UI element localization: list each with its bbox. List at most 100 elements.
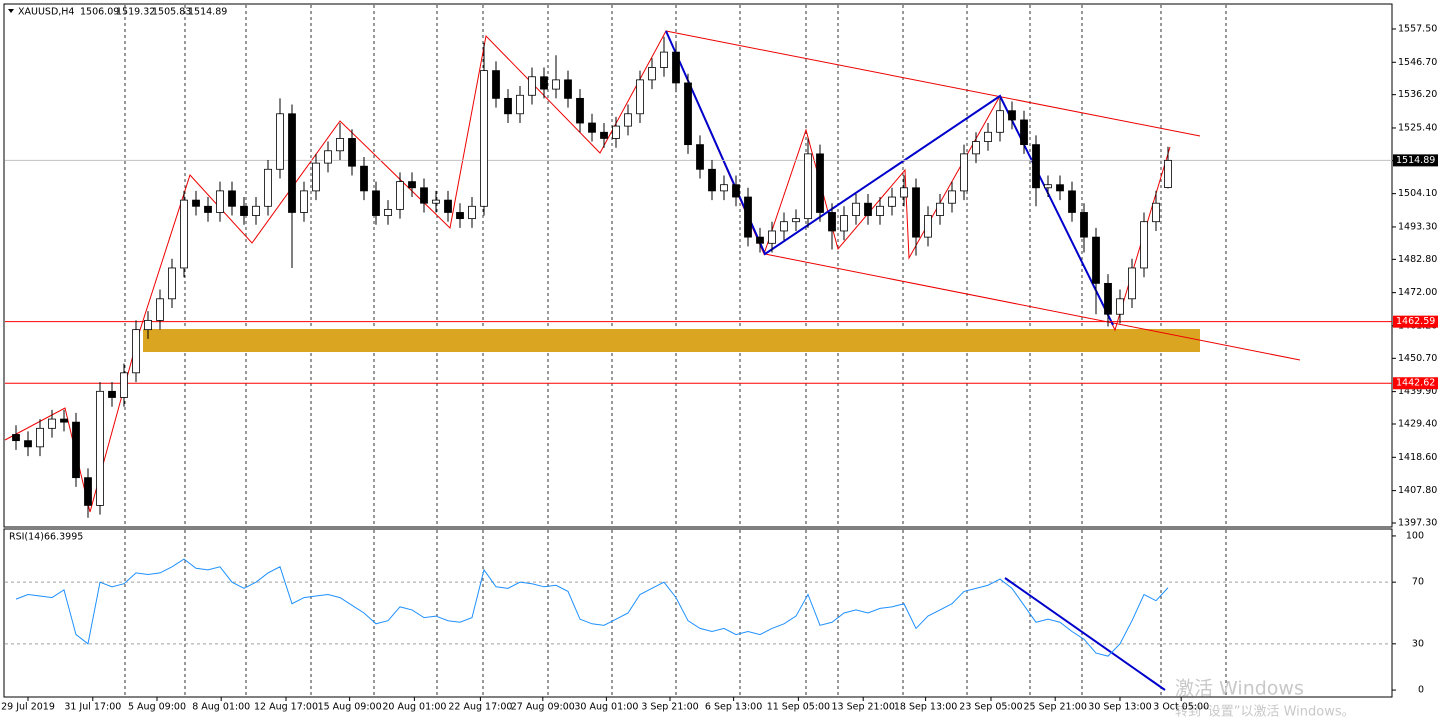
y-tick-label: 1525.40 [1398, 122, 1437, 133]
candle-body [744, 196, 752, 238]
candle-body [48, 418, 56, 429]
candle-body [156, 298, 164, 321]
candle-body [852, 202, 860, 216]
support-zone [143, 329, 1200, 352]
x-tick-label: 27 Aug 09:00 [511, 702, 575, 713]
candle-body [1020, 119, 1028, 146]
candle-body [300, 190, 308, 213]
candle-body [1128, 267, 1136, 300]
y-tick-label: 1429.40 [1398, 419, 1437, 430]
x-tick-label: 20 Aug 01:00 [382, 702, 446, 713]
x-tick-label: 3 Sep 21:00 [641, 702, 698, 713]
candle-body [60, 418, 68, 423]
x-tick-label: 18 Sep 13:00 [894, 702, 957, 713]
candle-body [372, 190, 380, 216]
candle-body [84, 477, 92, 506]
candle-body [264, 168, 272, 207]
x-tick-label: 3 Oct 05:00 [1153, 702, 1209, 713]
candle-body [564, 79, 572, 99]
main-frame [3, 3, 1393, 528]
x-tick-label: 6 Sep 13:00 [705, 702, 762, 713]
candle-body [924, 215, 932, 238]
candle-body [240, 205, 248, 216]
candle-body [1080, 212, 1088, 238]
y-tick-label: 1407.80 [1398, 485, 1437, 496]
candle-body [552, 79, 560, 90]
candle-body [996, 110, 1004, 133]
candle-body [168, 267, 176, 300]
candle-body [324, 150, 332, 164]
candle-body [528, 76, 536, 96]
x-tick-label: 5 Aug 09:00 [128, 702, 186, 713]
candle-body [672, 51, 680, 84]
rsi-line [15, 558, 1169, 657]
y-tick-label: 1493.30 [1398, 221, 1437, 232]
candle-body [756, 236, 764, 244]
candle-body [780, 221, 788, 232]
candle-body [624, 113, 632, 127]
candle-body [480, 70, 488, 207]
watermark-title: 激活 Windows [1175, 678, 1304, 700]
candle-body [1092, 236, 1100, 284]
candle-body [276, 113, 284, 170]
y-tick-label: 70 [1412, 577, 1424, 588]
level-label: 1442.62 [1396, 378, 1435, 389]
header-close: 1514.89 [188, 7, 227, 18]
x-tick-label: 30 Aug 01:00 [574, 702, 638, 713]
candle-body [24, 440, 32, 448]
candle-body [1044, 184, 1052, 189]
rsi-value: 66.3995 [44, 532, 83, 543]
candle-body [876, 205, 884, 216]
header-open: 1506.09 [80, 7, 119, 18]
candle-body [336, 138, 344, 152]
x-tick-label: 13 Sep 21:00 [831, 702, 894, 713]
candle-body [108, 390, 116, 398]
candle-body [948, 190, 956, 204]
x-tick-label: 23 Sep 05:00 [959, 702, 1022, 713]
candle-body [648, 67, 656, 81]
x-tick-label: 15 Aug 09:00 [318, 702, 382, 713]
current-price-label: 1514.89 [1396, 155, 1435, 166]
candle-body [984, 131, 992, 142]
candle-body [36, 427, 44, 448]
candle-body [720, 184, 728, 192]
x-tick-label: 8 Aug 01:00 [192, 702, 250, 713]
candle-body [1116, 298, 1124, 315]
candle-body [72, 421, 80, 479]
level-label-bg [1393, 315, 1438, 328]
candle-body [708, 168, 716, 192]
candle-body [444, 199, 452, 213]
candle-body [456, 212, 464, 220]
candle-body [192, 199, 200, 207]
x-tick-label: 29 Jul 2019 [1, 702, 55, 713]
candle-body [216, 190, 224, 213]
candle-body [1104, 282, 1112, 315]
candle-body [1056, 184, 1064, 192]
candle-body [96, 390, 104, 506]
rsi-frame [3, 528, 1393, 698]
candle-body [516, 94, 524, 115]
candle-body [972, 141, 980, 155]
candle-body [816, 153, 824, 213]
candle-body [1008, 110, 1016, 121]
grid [5, 5, 1392, 696]
x-tick-label: 30 Sep 13:00 [1088, 702, 1151, 713]
candle-body [660, 51, 668, 68]
candle-body [636, 79, 644, 115]
y-tick-label: 1482.80 [1398, 254, 1437, 265]
level-label: 1462.59 [1396, 316, 1435, 327]
candle-body [936, 202, 944, 216]
candle-body [408, 181, 416, 189]
x-tick-label: 22 Aug 17:00 [448, 702, 512, 713]
current-price-label-bg [1393, 154, 1438, 167]
plot [5, 36, 1392, 657]
candle-body [120, 372, 128, 398]
y-tick-label: 1439.90 [1398, 386, 1437, 397]
y-tick-label: 1557.50 [1398, 23, 1437, 34]
candle-body [588, 122, 596, 133]
level-label-bg [1393, 377, 1438, 390]
x-tick-label: 31 Jul 17:00 [64, 702, 121, 713]
candle-body [612, 125, 620, 139]
candle-body [468, 205, 476, 220]
watermark-subtitle: 转到“设置”以激活 Windows。 [1175, 705, 1355, 720]
